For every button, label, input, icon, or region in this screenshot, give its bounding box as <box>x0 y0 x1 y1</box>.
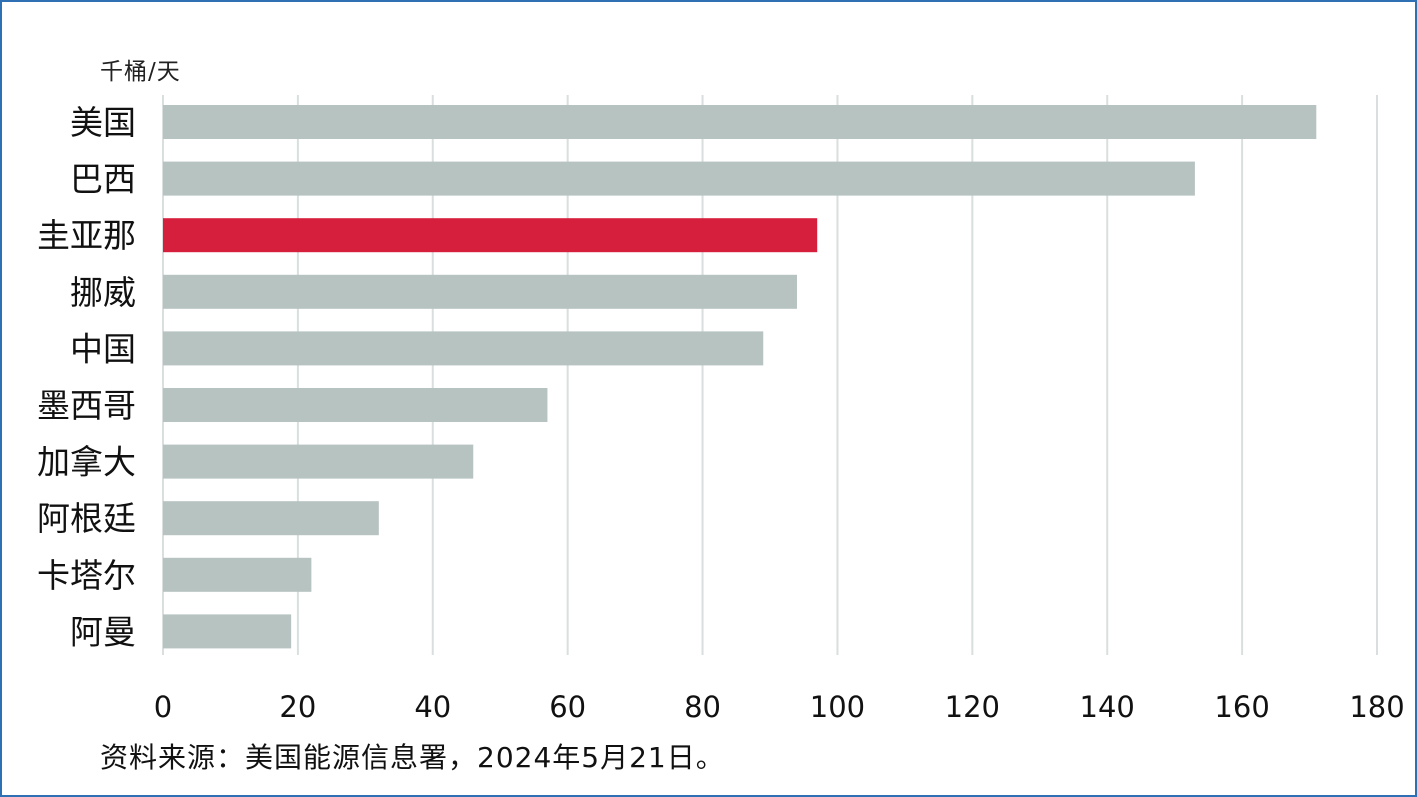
category-label: 美国 <box>70 103 136 142</box>
bar <box>163 161 1195 196</box>
bar-highlight <box>163 218 818 253</box>
bar <box>163 614 292 649</box>
unit-label: 千桶/天 <box>100 59 181 85</box>
source-note: 资料来源：美国能源信息署，2024年5月21日。 <box>100 741 725 774</box>
bar <box>163 331 764 366</box>
category-label: 阿曼 <box>70 612 136 651</box>
x-tick-label: 80 <box>684 690 721 724</box>
category-label: 圭亚那 <box>37 216 136 255</box>
category-label: 中国 <box>70 329 136 368</box>
x-tick-label: 160 <box>1214 690 1269 724</box>
category-label: 墨西哥 <box>37 386 136 425</box>
category-label: 卡塔尔 <box>37 556 136 595</box>
category-label: 巴西 <box>70 160 136 199</box>
x-tick-label: 0 <box>154 690 172 724</box>
category-label: 加拿大 <box>37 443 136 482</box>
x-tick-labels: 0 20 40 60 80 100 120 140 160 180 <box>154 690 1405 724</box>
bars <box>163 105 1317 649</box>
category-label: 挪威 <box>70 273 136 312</box>
x-tick-label: 180 <box>1349 690 1404 724</box>
bar <box>163 501 379 536</box>
x-tick-label: 140 <box>1080 690 1135 724</box>
bar <box>163 444 474 479</box>
x-tick-label: 120 <box>945 690 1000 724</box>
x-tick-label: 20 <box>279 690 316 724</box>
x-tick-label: 40 <box>414 690 451 724</box>
x-tick-label: 100 <box>810 690 865 724</box>
x-tick-label: 60 <box>549 690 586 724</box>
category-label: 阿根廷 <box>37 499 136 538</box>
bar <box>163 557 312 592</box>
bar <box>163 274 797 309</box>
bar <box>163 105 1317 139</box>
bar <box>163 388 548 422</box>
